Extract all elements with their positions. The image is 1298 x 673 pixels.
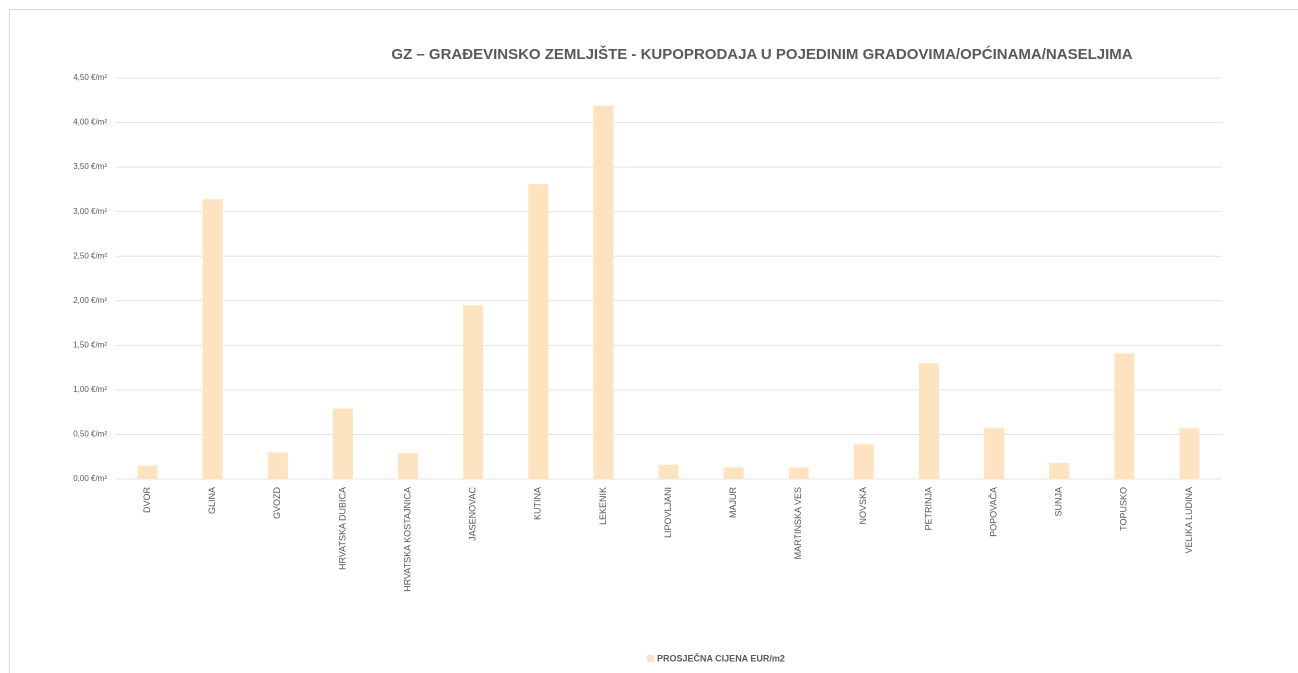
bar bbox=[1114, 353, 1135, 479]
y-tick-label: 2,00 €/m² bbox=[73, 296, 107, 305]
bar bbox=[658, 464, 679, 479]
y-tick-label: 2,50 €/m² bbox=[73, 251, 107, 260]
bar bbox=[984, 428, 1005, 479]
x-tick-label: HRVATSKA DUBICA bbox=[337, 487, 347, 570]
x-tick-label: PETRINJA bbox=[923, 487, 933, 531]
y-tick-label: 3,00 €/m² bbox=[73, 207, 107, 216]
x-tick-label: VELIKA LUDINA bbox=[1184, 487, 1194, 554]
x-tick-label: SUNJA bbox=[1054, 487, 1064, 517]
y-tick-label: 4,50 €/m² bbox=[73, 73, 107, 82]
x-tick-label: LEKENIK bbox=[598, 487, 608, 525]
y-tick-label: 1,50 €/m² bbox=[73, 340, 107, 349]
bar bbox=[1049, 462, 1070, 479]
y-tick-label: 0,00 €/m² bbox=[73, 474, 107, 483]
bar bbox=[788, 467, 809, 479]
x-tick-label: MARTINSKA VES bbox=[793, 487, 803, 559]
bar bbox=[332, 408, 353, 479]
bar bbox=[723, 467, 744, 479]
y-tick-label: 0,50 €/m² bbox=[73, 430, 107, 439]
x-tick-label: GVOZD bbox=[272, 487, 282, 520]
x-tick-label: NOVSKA bbox=[858, 487, 868, 525]
legend-swatch bbox=[647, 655, 654, 662]
x-tick-label: GLINA bbox=[207, 487, 217, 514]
chart-title: GZ – GRAĐEVINSKO ZEMLJIŠTE - KUPOPRODAJA… bbox=[391, 45, 1132, 63]
bar bbox=[1179, 428, 1200, 479]
y-tick-label: 1,00 €/m² bbox=[73, 385, 107, 394]
y-tick-label: 3,50 €/m² bbox=[73, 162, 107, 171]
bar bbox=[202, 199, 223, 480]
bar bbox=[853, 444, 874, 479]
x-tick-label: TOPUSKO bbox=[1119, 487, 1129, 531]
bar bbox=[528, 184, 549, 479]
bar bbox=[918, 363, 939, 479]
bar bbox=[463, 305, 484, 479]
bar bbox=[398, 453, 419, 479]
x-tick-label: POPOVAČA bbox=[988, 487, 998, 537]
x-tick-label: DVOR bbox=[142, 487, 152, 514]
x-tick-label: MAJUR bbox=[728, 487, 738, 518]
x-tick-label: LIPOVLJANI bbox=[663, 487, 673, 538]
legend-label: PROSJEČNA CIJENA EUR/m2 bbox=[657, 652, 785, 663]
x-tick-label: KUTINA bbox=[533, 487, 543, 520]
chart-frame bbox=[9, 9, 1298, 673]
x-tick-label: HRVATSKA KOSTAJNICA bbox=[402, 487, 412, 592]
bar bbox=[267, 452, 288, 479]
y-tick-label: 4,00 €/m² bbox=[73, 118, 107, 127]
bar bbox=[593, 105, 614, 479]
x-tick-label: JASENOVAC bbox=[468, 487, 478, 541]
bar bbox=[137, 465, 158, 479]
